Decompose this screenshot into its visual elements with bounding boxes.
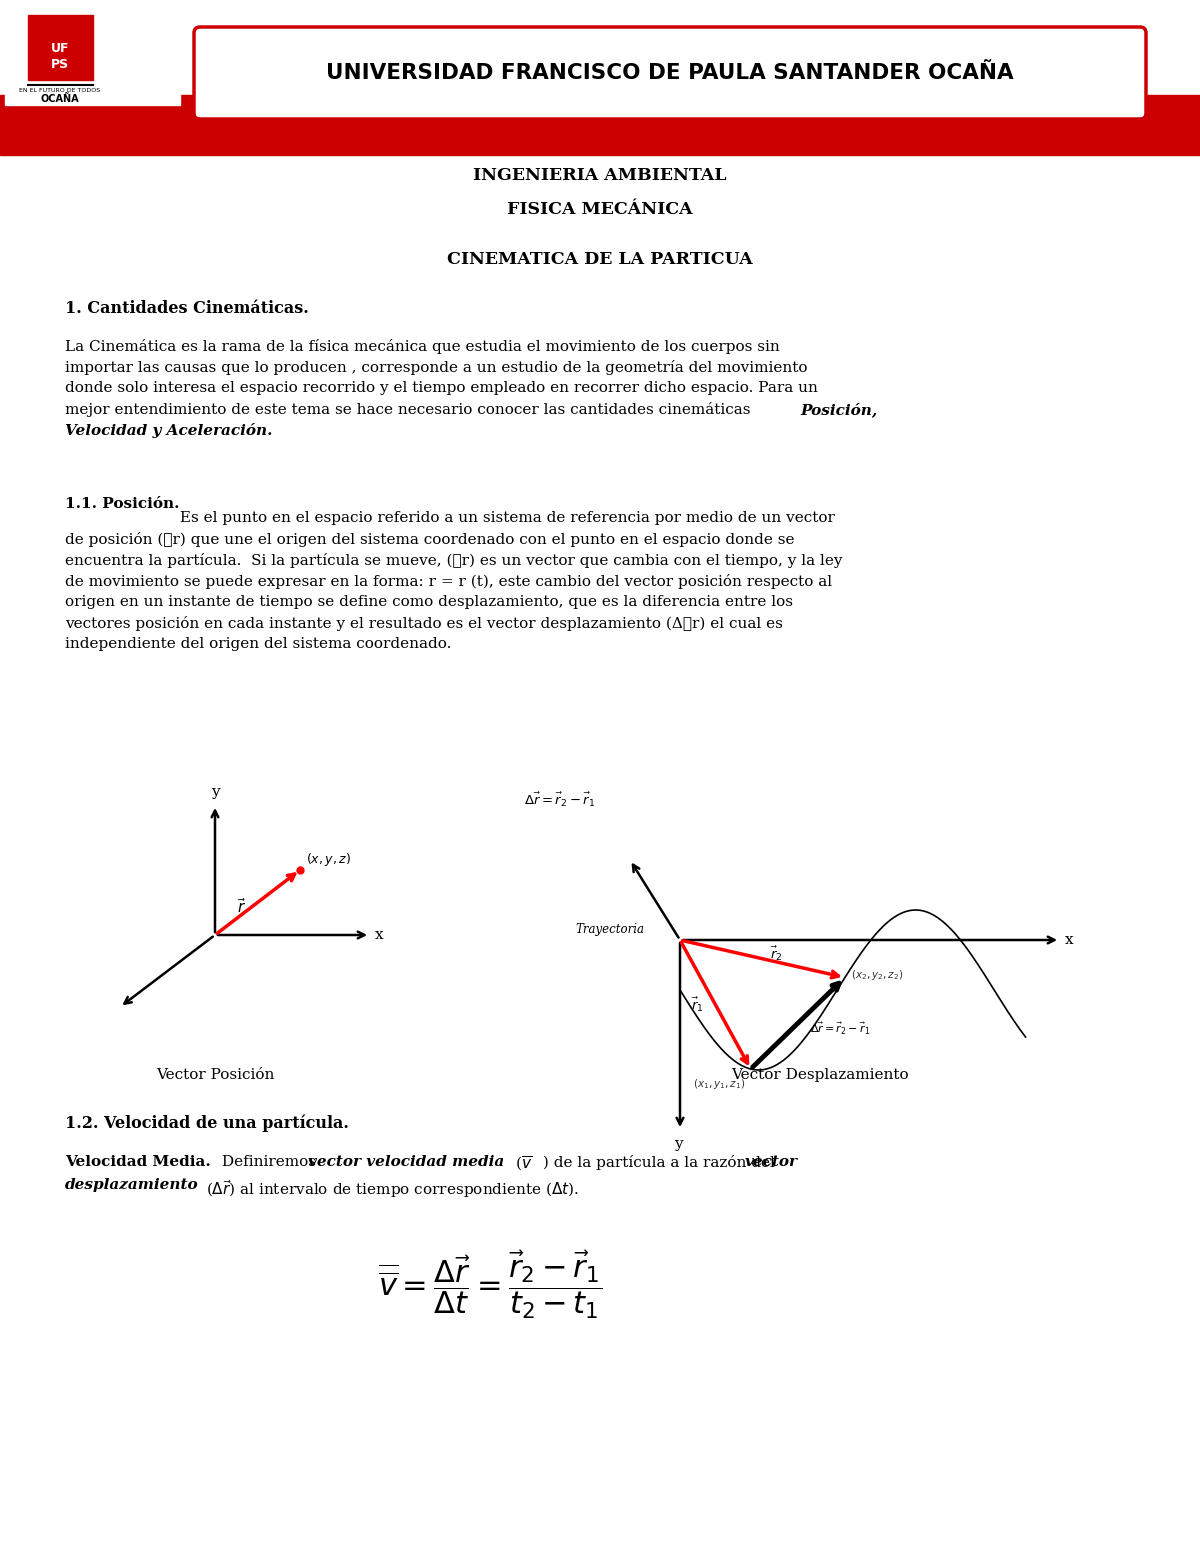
Text: Trayectoria: Trayectoria	[576, 924, 644, 936]
Text: $\vec{r}_2$: $\vec{r}_2$	[770, 944, 782, 963]
Text: donde solo interesa el espacio recorrido y el tiempo empleado en recorrer dicho : donde solo interesa el espacio recorrido…	[65, 380, 818, 394]
Text: x: x	[374, 929, 384, 943]
Text: UF: UF	[50, 42, 70, 54]
Text: origen en un instante de tiempo se define como desplazamiento, que es la diferen: origen en un instante de tiempo se defin…	[65, 595, 793, 609]
Text: La Cinemática es la rama de la física mecánica que estudia el movimiento de los : La Cinemática es la rama de la física me…	[65, 339, 780, 354]
Text: $\vec{r}_1$: $\vec{r}_1$	[691, 995, 703, 1014]
Text: INGENIERIA AMBIENTAL: INGENIERIA AMBIENTAL	[473, 166, 727, 183]
Text: ) de la partícula a la razón del: ) de la partícula a la razón del	[538, 1155, 780, 1169]
Text: $\overline{\overline{v}} = \dfrac{\Delta\vec{r}}{\Delta t} = \dfrac{\vec{r}_2 - : $\overline{\overline{v}} = \dfrac{\Delta…	[378, 1249, 602, 1322]
Text: mejor entendimiento de este tema se hace necesario conocer las cantidades cinemá: mejor entendimiento de este tema se hace…	[65, 402, 755, 418]
Text: UNIVERSIDAD FRANCISCO DE PAULA SANTANDER OCAÑA: UNIVERSIDAD FRANCISCO DE PAULA SANTANDER…	[326, 64, 1014, 82]
Text: Es el punto en el espacio referido a un sistema de referencia por medio de un ve: Es el punto en el espacio referido a un …	[175, 511, 835, 525]
Text: ($\overline{v}$: ($\overline{v}$	[511, 1155, 533, 1174]
Text: de posición (⃗r) que une el origen del sistema coordenado con el punto en el esp: de posición (⃗r) que une el origen del s…	[65, 533, 794, 547]
FancyBboxPatch shape	[194, 26, 1146, 120]
Text: PS: PS	[50, 59, 70, 71]
Text: desplazamiento: desplazamiento	[65, 1179, 199, 1193]
Text: $\Delta\vec{r} = \vec{r}_2 - \vec{r}_1$: $\Delta\vec{r} = \vec{r}_2 - \vec{r}_1$	[524, 790, 595, 809]
Text: Vector Desplazamiento: Vector Desplazamiento	[731, 1068, 908, 1082]
Text: EN EL FUTURO DE TODOS: EN EL FUTURO DE TODOS	[19, 89, 101, 93]
Text: de movimiento se puede expresar en la forma: r = r (t), este cambio del vector p: de movimiento se puede expresar en la fo…	[65, 575, 832, 589]
Bar	[0, 95, 1200, 155]
Text: OCAÑA: OCAÑA	[41, 95, 79, 104]
Text: independiente del origen del sistema coordenado.: independiente del origen del sistema coo…	[65, 637, 451, 651]
Text: CINEMATICA DE LA PARTICUA: CINEMATICA DE LA PARTICUA	[448, 252, 752, 269]
Text: $\Delta\vec{r} = \vec{r}_2 - \vec{r}_1$: $\Delta\vec{r} = \vec{r}_2 - \vec{r}_1$	[810, 1020, 870, 1036]
Bar	[5, 0, 180, 106]
Text: $(x_2, y_2, z_2)$: $(x_2, y_2, z_2)$	[851, 969, 904, 983]
Text: vector velocidad media: vector velocidad media	[308, 1155, 504, 1169]
Text: y: y	[673, 1137, 683, 1151]
Text: $\vec{r}$: $\vec{r}$	[238, 898, 246, 916]
Text: Velocidad y Aceleración.: Velocidad y Aceleración.	[65, 422, 272, 438]
Text: Posición,: Posición,	[800, 402, 877, 416]
Text: Definiremos: Definiremos	[217, 1155, 320, 1169]
Text: vectores posición en cada instante y el resultado es el vector desplazamiento (Δ: vectores posición en cada instante y el …	[65, 617, 782, 631]
Text: Vector Posición: Vector Posición	[156, 1068, 274, 1082]
Text: importar las causas que lo producen , corresponde a un estudio de la geometría d: importar las causas que lo producen , co…	[65, 360, 808, 374]
Text: ($\Delta\vec{r}$) al intervalo de tiempo correspondiente ($\Delta t$).: ($\Delta\vec{r}$) al intervalo de tiempo…	[206, 1179, 580, 1200]
Text: FISICA MECÁNICA: FISICA MECÁNICA	[508, 202, 692, 219]
Text: encuentra la partícula.  Si la partícula se mueve, (⃗r) es un vector que cambia : encuentra la partícula. Si la partícula …	[65, 553, 842, 568]
Bar	[28, 16, 94, 81]
Text: $(x_1, y_1, z_1)$: $(x_1, y_1, z_1)$	[694, 1078, 745, 1092]
Text: 1.2. Velocidad de una partícula.: 1.2. Velocidad de una partícula.	[65, 1115, 349, 1132]
Text: 1. Cantidades Cinemáticas.: 1. Cantidades Cinemáticas.	[65, 300, 308, 317]
Text: Velocidad Media.: Velocidad Media.	[65, 1155, 211, 1169]
Text: x: x	[1066, 933, 1074, 947]
Text: vector: vector	[745, 1155, 798, 1169]
Text: $(x, y, z)$: $(x, y, z)$	[306, 851, 350, 868]
Text: y: y	[211, 784, 220, 798]
Text: 1.1. Posición.: 1.1. Posición.	[65, 497, 180, 511]
